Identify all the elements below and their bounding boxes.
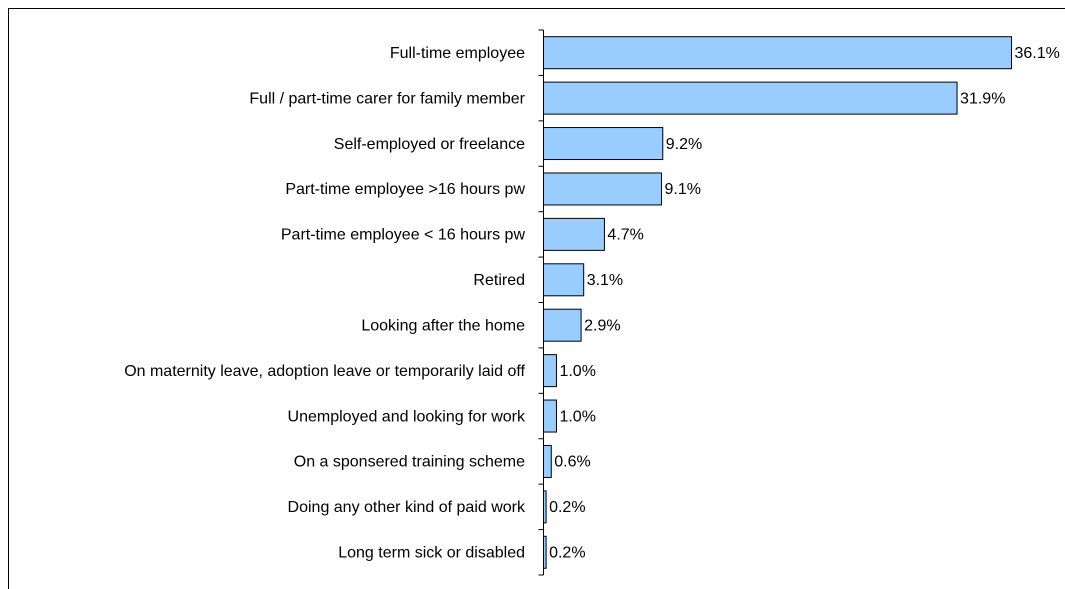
bar <box>543 354 557 388</box>
category-label: Long term sick or disabled <box>338 545 525 562</box>
value-label: 4.7% <box>607 227 643 244</box>
bar <box>543 444 552 478</box>
value-label: 3.1% <box>587 272 623 289</box>
category-label: Part-time employee < 16 hours pw <box>281 227 526 244</box>
value-label: 2.9% <box>584 317 620 334</box>
category-label: Unemployed and looking for work <box>288 408 526 425</box>
value-label: 0.6% <box>554 454 590 471</box>
value-label: 31.9% <box>960 90 1005 107</box>
value-label: 1.0% <box>559 408 595 425</box>
value-label: 36.1% <box>1015 45 1060 62</box>
category-label: On a sponsered training scheme <box>294 454 525 471</box>
category-label: Full / part-time carer for family member <box>249 90 525 107</box>
bar <box>543 127 664 161</box>
category-label: On maternity leave, adoption leave or te… <box>124 363 525 380</box>
value-label: 0.2% <box>549 545 585 562</box>
bar <box>543 308 582 342</box>
chart-frame <box>8 8 1065 589</box>
bar <box>543 399 557 433</box>
category-label: Full-time employee <box>390 45 525 62</box>
bar <box>543 217 605 251</box>
bar <box>543 81 958 115</box>
bar <box>543 172 662 206</box>
value-label: 9.2% <box>666 136 702 153</box>
bar <box>543 263 585 297</box>
value-label: 1.0% <box>559 363 595 380</box>
value-label: 0.2% <box>549 499 585 516</box>
category-label: Retired <box>473 272 525 289</box>
category-label: Self-employed or freelance <box>334 136 525 153</box>
bar <box>543 36 1012 70</box>
category-label: Doing any other kind of paid work <box>288 499 526 516</box>
category-label: Looking after the home <box>361 317 525 334</box>
value-label: 9.1% <box>664 181 700 198</box>
category-label: Part-time employee >16 hours pw <box>285 181 525 198</box>
